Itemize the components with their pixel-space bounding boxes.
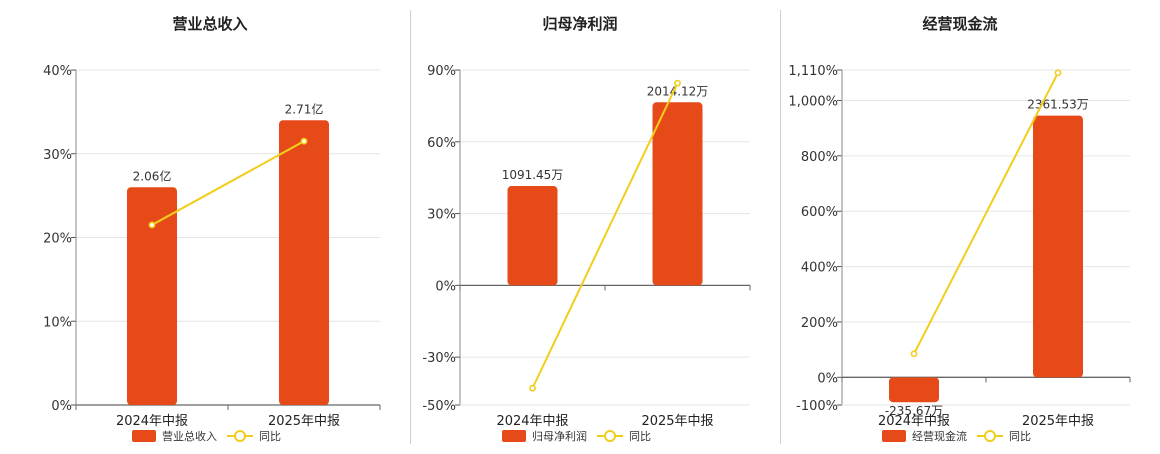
y-tick-label: 30% bbox=[427, 208, 456, 223]
bar-data-label: 2.71亿 bbox=[285, 101, 324, 116]
yoy-point bbox=[1054, 69, 1062, 77]
y-tick-label: 0% bbox=[435, 279, 456, 294]
legend-bar-swatch bbox=[502, 430, 526, 442]
y-tick-label: -50% bbox=[422, 399, 456, 414]
yoy-line bbox=[531, 82, 679, 389]
legend-line-marker bbox=[984, 430, 996, 442]
y-tick-label: 400% bbox=[801, 261, 838, 276]
legend-line-marker bbox=[234, 430, 246, 442]
bar bbox=[1033, 115, 1083, 378]
y-tick-label: -30% bbox=[422, 351, 456, 366]
legend-bar-swatch bbox=[132, 430, 156, 442]
x-tick-label: 2025年中报 bbox=[641, 414, 713, 429]
bar-data-label: 2.06亿 bbox=[133, 168, 172, 183]
x-tick-label: 2025年中报 bbox=[1022, 414, 1094, 429]
y-tick-label: 60% bbox=[427, 136, 456, 151]
y-tick-label: -100% bbox=[796, 399, 838, 414]
yoy-point bbox=[148, 221, 156, 229]
panel-divider bbox=[410, 10, 411, 444]
y-tick-label: 10% bbox=[43, 315, 72, 330]
y-tick-label: 1,110% bbox=[788, 64, 838, 79]
bar bbox=[507, 186, 558, 286]
legend-line-label: 同比 bbox=[629, 430, 651, 443]
y-tick-label: 0% bbox=[51, 399, 72, 414]
bar-data-label: 1091.45万 bbox=[502, 168, 564, 182]
y-tick-label: 800% bbox=[801, 150, 838, 165]
legend-bar-label: 归母净利润 bbox=[532, 429, 587, 443]
x-tick-label: 2025年中报 bbox=[268, 414, 340, 429]
yoy-point bbox=[674, 79, 681, 87]
bar bbox=[889, 377, 939, 403]
bar-data-label: 2014.12万 bbox=[647, 84, 709, 98]
y-tick-label: 600% bbox=[801, 205, 838, 220]
yoy-point bbox=[300, 137, 308, 145]
chart-title: 经营现金流 bbox=[922, 15, 997, 33]
legend-bar-label: 经营现金流 bbox=[912, 429, 967, 443]
y-tick-label: 30% bbox=[43, 148, 72, 163]
y-tick-label: 1,000% bbox=[788, 94, 838, 109]
yoy-line bbox=[151, 140, 305, 226]
y-tick-label: 0% bbox=[817, 371, 838, 386]
chart-panel-1: 营业总收入 40% 30% 20% 10% 0% 2.06亿 2.71亿 2024年中报 2025… bbox=[43, 15, 381, 443]
legend-line-label: 同比 bbox=[259, 430, 281, 443]
bar bbox=[279, 120, 329, 405]
chart-title: 营业总收入 bbox=[172, 15, 247, 33]
legend-bar-swatch bbox=[882, 430, 906, 442]
y-tick-label: 40% bbox=[43, 64, 72, 79]
y-tick-label: 200% bbox=[801, 316, 838, 331]
bar bbox=[127, 187, 177, 405]
chart-title: 归母净利润 bbox=[542, 15, 617, 33]
chart-panel-2: 归母净利润 90% 60% 30% 0% -30% -50% 1091.45万 2014.12万… bbox=[422, 15, 751, 443]
panel-divider bbox=[780, 10, 781, 444]
yoy-line bbox=[913, 72, 1059, 355]
bar bbox=[652, 102, 703, 286]
yoy-point bbox=[910, 350, 918, 358]
y-tick-label: 20% bbox=[43, 232, 72, 247]
yoy-point bbox=[529, 384, 536, 392]
legend-line-label: 同比 bbox=[1009, 430, 1031, 443]
bar-data-label: -235.67万 bbox=[885, 404, 943, 418]
x-tick-label: 2024年中报 bbox=[496, 414, 568, 429]
chart-panel-3: 经营现金流 1,110% 1,000% 800% 600% 400% 200% 0% -100%… bbox=[788, 15, 1131, 443]
legend-line-marker bbox=[604, 430, 616, 442]
x-tick-label: 2024年中报 bbox=[878, 414, 950, 429]
x-tick-label: 2024年中报 bbox=[116, 414, 188, 429]
bar-data-label: 2361.53万 bbox=[1027, 98, 1089, 112]
y-tick-label: 90% bbox=[427, 64, 456, 79]
legend-bar-label: 营业总收入 bbox=[162, 429, 217, 443]
